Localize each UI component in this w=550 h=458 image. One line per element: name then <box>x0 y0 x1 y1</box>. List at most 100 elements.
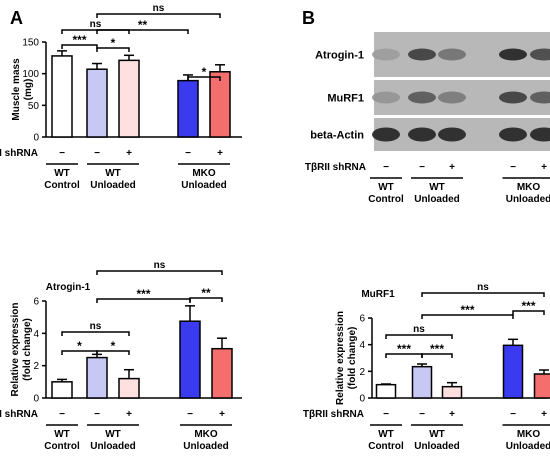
significance-label: ns <box>153 3 165 14</box>
group-label-line2: Control <box>368 194 404 205</box>
significance-bracket <box>512 310 545 315</box>
shrna-label: TβRII shRNA <box>303 409 364 420</box>
bar <box>118 59 140 138</box>
significance-bracket <box>385 334 453 339</box>
bar <box>211 347 233 399</box>
significance-label: * <box>111 36 116 50</box>
significance-bracket <box>96 270 223 275</box>
significance-bracket <box>61 331 130 336</box>
bar <box>86 356 108 399</box>
group-label-line2: Control <box>44 180 80 191</box>
significance-label: *** <box>136 287 150 301</box>
significance-label: ns <box>90 19 102 30</box>
significance-label: *** <box>521 299 535 313</box>
group-label-line2: Unloaded <box>506 441 550 452</box>
atrogin-1-chart: 0 2 4 6 Relative expression (fold change) Atro… <box>0 260 242 452</box>
group-label-line2: Unloaded <box>90 180 136 191</box>
y-axis-label: Relative expression <box>10 303 21 397</box>
significance-bracket <box>421 314 514 319</box>
y-tick-label: 6 <box>359 314 365 325</box>
group-label-line1: WT <box>378 182 394 193</box>
blot-band <box>408 91 436 104</box>
blot-band <box>499 91 527 104</box>
western-blot: Atrogin-1 MuRF1 beta-Actin TβRII shRNA − − + − +… <box>305 32 550 205</box>
blot-band <box>438 127 466 142</box>
blot-row-label: beta-Actin <box>310 130 364 142</box>
shrna-sign: − <box>94 409 100 420</box>
y-axis-label: (fold change) <box>347 327 358 390</box>
group-label-line2: Unloaded <box>414 441 460 452</box>
blot-band <box>408 48 436 61</box>
shrna-sign: − <box>383 409 389 420</box>
shrna-sign: + <box>219 409 225 420</box>
significance-label: ** <box>201 286 211 300</box>
y-axis-label: Relative expression <box>335 311 346 405</box>
chart-title: Atrogin-1 <box>46 282 91 293</box>
group-label-line1: WT <box>105 168 121 179</box>
significance-bracket <box>96 47 130 52</box>
significance-bracket <box>61 29 130 34</box>
significance-label: *** <box>460 303 474 317</box>
shrna-sign: + <box>449 409 455 420</box>
blot-band <box>408 127 436 142</box>
shrna-sign: − <box>419 162 425 173</box>
significance-bracket <box>421 353 453 358</box>
y-tick-label: 4 <box>33 329 39 340</box>
shrna-sign: − <box>187 409 193 420</box>
shrna-sign: + <box>541 409 547 420</box>
blot-band <box>372 91 400 104</box>
shrna-sign: + <box>541 162 547 173</box>
y-tick-label: 0 <box>33 394 39 405</box>
bar <box>441 385 463 399</box>
significance-label: ** <box>138 18 148 32</box>
significance-label: *** <box>397 342 411 356</box>
bar <box>375 383 397 399</box>
shrna-sign: + <box>126 148 132 159</box>
shrna-label: TβRII shRNA <box>305 162 366 173</box>
group-label-line2: Unloaded <box>506 194 550 205</box>
shrna-sign: − <box>185 148 191 159</box>
y-tick-label: 100 <box>22 69 39 80</box>
group-label-line2: Unloaded <box>181 180 227 191</box>
shrna-sign: − <box>59 148 65 159</box>
shrna-label: TβRII shRNA <box>0 148 38 159</box>
blot-band <box>372 127 400 142</box>
y-tick-label: 0 <box>359 394 365 405</box>
group-label-line2: Unloaded <box>183 441 229 452</box>
bar <box>118 377 140 399</box>
bar <box>177 79 199 138</box>
shrna-sign: + <box>217 148 223 159</box>
blot-band <box>438 91 466 104</box>
blot-band <box>499 48 527 61</box>
group-label-line1: WT <box>54 168 70 179</box>
blot-band <box>438 48 466 61</box>
shrna-sign: − <box>419 409 425 420</box>
y-axis-label: (mg) <box>23 79 34 101</box>
significance-label: * <box>77 339 82 353</box>
significance-label: ns <box>154 260 166 271</box>
bar <box>209 71 231 138</box>
bar <box>86 68 108 138</box>
shrna-sign: − <box>94 148 100 159</box>
blot-band <box>499 127 527 142</box>
shrna-sign: + <box>126 409 132 420</box>
chart-title: MuRF1 <box>361 289 395 300</box>
shrna-sign: − <box>510 162 516 173</box>
bar <box>502 344 524 399</box>
group-label-line1: WT <box>429 182 445 193</box>
shrna-label: TβRII shRNA <box>0 409 38 420</box>
bar <box>51 381 73 399</box>
bar <box>179 320 201 399</box>
blot-band <box>530 127 550 142</box>
shrna-sign: − <box>59 409 65 420</box>
significance-label: ns <box>413 324 425 335</box>
group-label-line2: Control <box>44 441 80 452</box>
group-label-line2: Unloaded <box>414 194 460 205</box>
murf1-chart: 0 2 4 6 Relative expression (fold change) MuRF… <box>303 282 550 452</box>
bar <box>51 55 73 138</box>
significance-label: *** <box>72 33 86 47</box>
group-label-line1: MKO <box>517 429 541 440</box>
y-axis-label: Muscle mass <box>11 58 22 121</box>
blot-band <box>530 91 550 104</box>
